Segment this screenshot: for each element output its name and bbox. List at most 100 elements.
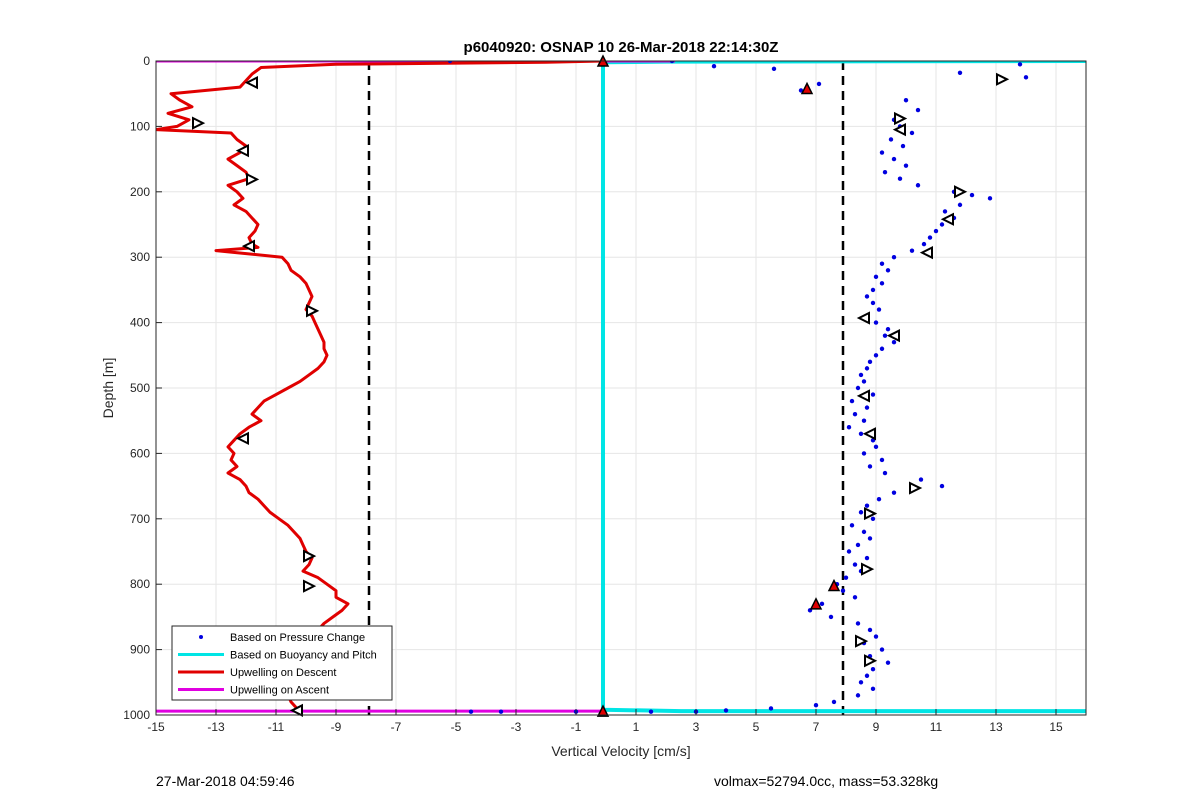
pressure-point [870,300,876,306]
pressure-point [903,163,909,168]
y-tick-label: 100 [130,119,150,133]
pressure-point [987,196,993,201]
x-tick-label: -3 [511,720,522,734]
pressure-point [855,542,861,548]
pressure-point [828,614,834,620]
pressure-point [876,307,882,312]
pressure-point [903,98,909,103]
turn-marker-left [886,329,900,343]
pressure-point [870,667,876,672]
legend-label: Based on Buoyancy and Pitch [230,650,377,662]
pressure-point [864,555,870,561]
pressure-point [867,627,873,633]
turn-marker-right [954,185,968,199]
turn-marker-right [894,111,908,126]
x-tick-label: -7 [391,720,402,734]
y-tick-label: 900 [130,643,150,657]
pressure-point [879,281,885,286]
pressure-point [885,660,891,665]
x-tick-label: 15 [1049,720,1063,734]
pressure-point [858,431,864,436]
footer-volmax-mass: volmax=52794.0cc, mass=53.328kg [714,773,939,789]
pressure-point [870,516,876,521]
pressure-point [879,647,885,652]
y-tick-label: 500 [130,381,150,395]
y-tick-label: 1000 [123,708,150,722]
footer-timestamp: 27-Mar-2018 04:59:46 [156,773,295,789]
turn-marker-left [856,389,870,403]
turn-marker-right [909,481,923,495]
pressure-point [891,255,897,260]
pressure-point [840,588,846,593]
pressure-point [711,64,717,69]
y-tick-label: 600 [130,446,150,460]
pressure-point [858,372,864,378]
pressure-point [888,137,894,142]
pressure-point [864,366,870,371]
pressure-point [831,699,837,705]
x-tick-label: 5 [753,720,760,734]
pressure-point [723,708,729,713]
legend-box [171,625,393,701]
pressure-point [870,686,876,692]
pressure-point [864,673,870,678]
pressure-point [813,702,819,708]
turn-marker-left [919,246,933,260]
x-tick-label: -9 [331,720,342,734]
flag-marker-red [800,81,814,95]
pressure-point [861,418,867,423]
y-tick-label: 800 [130,577,150,591]
x-tick-label: 9 [873,720,880,734]
pressure-point [855,385,861,391]
turn-marker-right [864,506,878,521]
pressure-point [915,107,921,113]
pressure-point [873,444,879,450]
pressure-point [1017,62,1023,67]
pressure-point [873,634,879,639]
pressure-point [798,88,804,93]
pressure-point [468,709,474,714]
x-tick-label: 11 [930,720,943,734]
flag-marker-red [827,578,841,592]
x-axis-label: Vertical Velocity [cm/s] [551,743,690,759]
pressure-point [669,61,675,64]
y-tick-label: 700 [130,512,150,526]
pressure-point [843,575,849,580]
y-axis-label: Depth [m] [100,358,116,419]
pressure-point [819,601,825,607]
pressure-point [873,353,879,358]
x-tick-label: 1 [633,720,640,734]
x-tick-label: -1 [571,720,582,734]
ticks: -15 -13 -11 -9 -7 -5 -3 -1 1 3 5 7 9 11 13 150100200300… [123,54,1063,734]
pressure-point [942,209,948,214]
pressure-point [768,706,774,711]
pressure-point [771,66,777,72]
pressure-point [867,536,873,541]
pressure-point [921,241,927,247]
turn-marker-left [940,212,954,226]
pressure-point [846,549,852,554]
pressure-point [648,709,654,714]
pressure-point [918,477,924,482]
x-tick-label: -5 [451,720,462,734]
pressure-point [867,359,873,365]
pressure-point [933,228,939,234]
turn-marker-right [192,116,206,130]
pressure-point [969,192,975,198]
pressure-point [891,156,897,162]
pressure-point [864,405,870,410]
legend: Based on Pressure Change Based on Buoyanc… [171,625,393,701]
x-tick-label: -11 [268,720,285,734]
pressure-point [861,529,867,535]
y-tick-label: 200 [130,185,150,199]
pressure-point [873,274,879,280]
legend-label: Upwelling on Ascent [230,685,329,697]
turn-marker-left [244,75,258,90]
pressure-point [879,457,885,463]
turn-marker-right [246,172,260,186]
x-tick-label: 13 [989,720,1003,734]
chart-title: p6040920: OSNAP 10 26-Mar-2018 22:14:30Z [464,39,779,56]
turn-marker-left [862,427,876,441]
descent-line [156,61,604,710]
